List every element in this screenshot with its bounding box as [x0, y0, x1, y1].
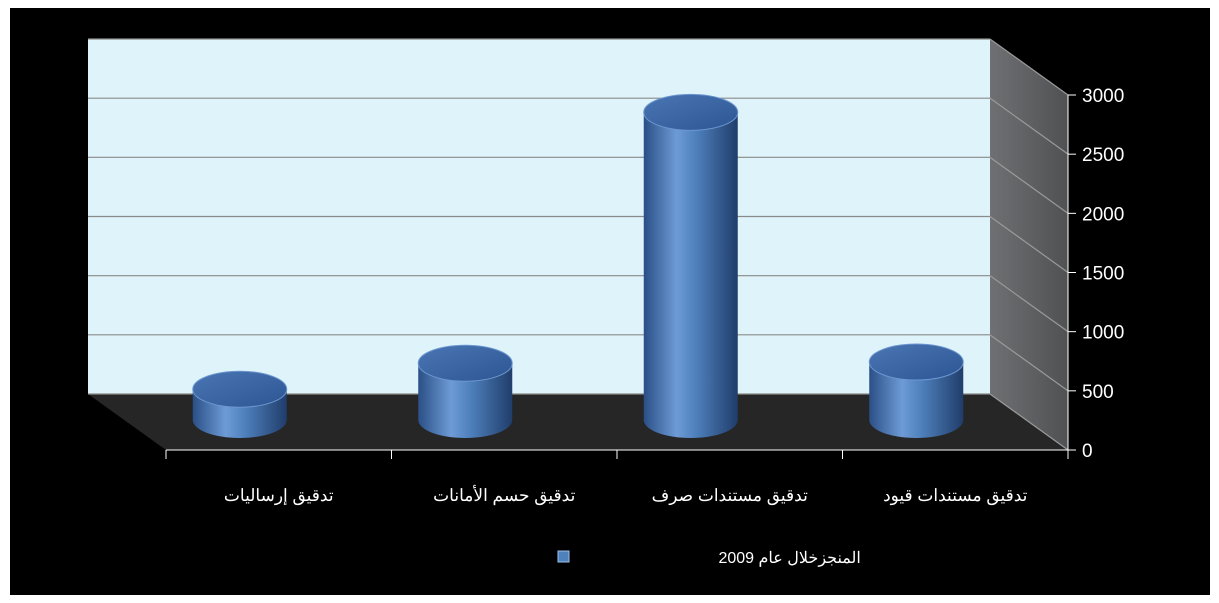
bar-top [192, 370, 288, 408]
gridline-side [989, 97, 1069, 155]
bar-body [869, 362, 964, 438]
y-tick-label: 1000 [1082, 323, 1124, 344]
gridline-side [989, 393, 1069, 451]
gridlines [88, 38, 1069, 451]
y-tick-label: 2000 [1082, 204, 1124, 225]
x-axis-labels: تدقيق مستندات قيود تدقيق مستندات صرف تدقيق… [165, 449, 1069, 506]
gridline-side [989, 38, 1069, 96]
y-tick-label: 500 [1082, 382, 1114, 403]
bar-top [643, 93, 739, 131]
y-axis-ticks: 0 500 1000 1500 2000 2500 3000 [1067, 86, 1124, 462]
bar [643, 93, 739, 438]
bar-body [643, 112, 738, 438]
floor [88, 394, 1068, 450]
y-tick-label: 0 [1082, 441, 1093, 462]
x-tick-label: تدقيق إرساليات [224, 486, 334, 506]
chart-frame: 0 500 1000 1500 2000 2500 3000 تدقيق مستندات ق… [10, 8, 1210, 595]
bar [417, 344, 513, 438]
x-tick-label: تدقيق مستندات صرف [652, 486, 808, 506]
legend-label: المنجزخلال عام 2009 [718, 550, 860, 567]
chart-svg: 0 500 1000 1500 2000 2500 3000 تدقيق مستندات ق… [88, 38, 1124, 567]
x-tick-label: تدقيق مستندات قيود [883, 486, 1028, 506]
bar-top [417, 344, 513, 382]
bar [868, 343, 964, 438]
gridline-side [989, 275, 1069, 333]
legend: المنجزخلال عام 2009 [557, 550, 861, 567]
gridline-side [989, 156, 1069, 214]
y-tick-label: 2500 [1082, 145, 1124, 166]
legend-swatch [557, 550, 570, 563]
bar-body [418, 363, 513, 438]
x-tick-label: تدقيق حسم الأمانات [433, 485, 575, 506]
bar [192, 370, 288, 438]
gridline-side [989, 216, 1069, 273]
y-tick-label: 3000 [1082, 86, 1124, 107]
bar-top [868, 343, 964, 381]
gridline-side [989, 334, 1069, 392]
y-tick-label: 1500 [1082, 264, 1124, 285]
bars [192, 93, 964, 438]
